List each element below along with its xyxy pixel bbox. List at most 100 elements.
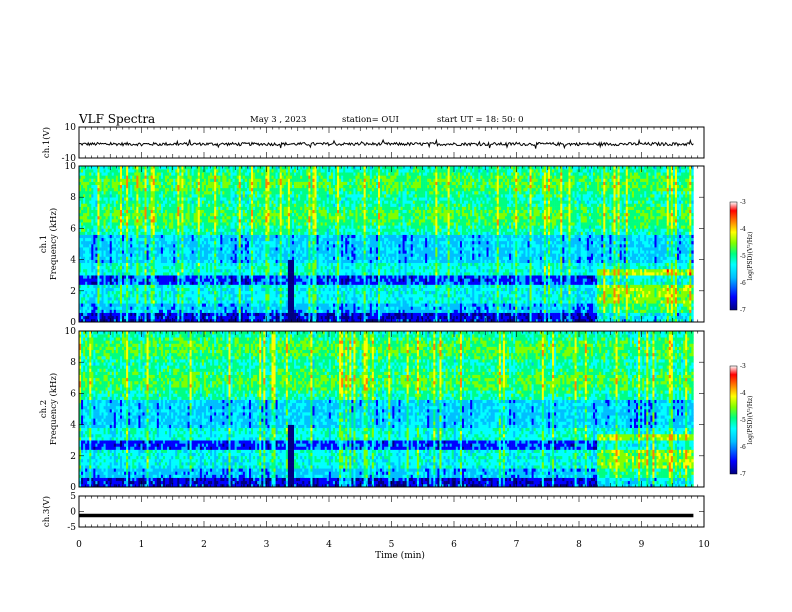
ch1-spectrogram-cell [274, 316, 276, 319]
ch1-spectrogram-cell [190, 297, 192, 300]
ch1-spectrogram-cell [222, 185, 224, 188]
ch1-spectrogram-cell [89, 207, 91, 210]
ch1-spectrogram-cell [112, 216, 114, 219]
ch1-spectrogram-cell [179, 244, 181, 247]
ch1-spectrogram-cell [224, 222, 226, 225]
ch1-spectrogram-cell [226, 241, 228, 244]
ch1-spectrogram-cell [239, 210, 241, 213]
ch1-spectrogram-cell [167, 178, 169, 181]
ch1-spectrogram-cell [229, 194, 231, 197]
ch1-spectrogram-cell [118, 213, 120, 216]
ch1-spectrogram-cell [93, 288, 95, 291]
ch1-spectrogram-cell [269, 253, 271, 256]
ch1-spectrogram-cell [138, 197, 140, 200]
ch1-spectrogram-cell [212, 303, 214, 306]
ch1-spectrogram-cell [97, 253, 99, 256]
ch1-spectrogram-cell [89, 278, 91, 281]
ch1-spectrogram-cell [233, 191, 235, 194]
ch1-spectrogram-cell [190, 256, 192, 259]
ch1-spectrogram-cell [185, 316, 187, 319]
ch1-spectrogram-cell [235, 263, 237, 266]
ch1-spectrogram-cell [106, 241, 108, 244]
ch1-spectrogram-cell [171, 191, 173, 194]
ch1-spectrogram-cell [261, 178, 263, 181]
ch1-spectrogram-cell [149, 313, 151, 316]
ch1-spectrogram-cell [124, 178, 126, 181]
ch1-spectrogram-cell [157, 185, 159, 188]
ch1-spectrogram-cell [108, 300, 110, 303]
ch1-spectrogram-cell [83, 172, 85, 175]
ch1-spectrogram-cell [206, 275, 208, 278]
ch1-spectrogram-cell [245, 310, 247, 313]
ch1-spectrogram-cell [226, 200, 228, 203]
ch1-spectrogram-cell [190, 216, 192, 219]
ch1-spectrogram-cell [233, 256, 235, 259]
ch1-spectrogram-cell [274, 232, 276, 235]
ch1-spectrogram-cell [136, 316, 138, 319]
ch1-spectrogram-cell [241, 275, 243, 278]
ch1-spectrogram-cell [165, 213, 167, 216]
ch1-spectrogram-cell [128, 188, 130, 191]
ch1-spectrogram-cell [192, 185, 194, 188]
ch1-spectrogram-cell [167, 288, 169, 291]
ch1-spectrogram-cell [112, 306, 114, 309]
ch1-spectrogram-cell [204, 203, 206, 206]
ch1-spectrogram-cell [177, 225, 179, 228]
ch1-spectrogram-cell [198, 166, 200, 169]
figure-title: VLF Spectra [78, 112, 155, 126]
ch1-spectrogram-cell [192, 197, 194, 200]
ch1-spectrogram-cell [163, 294, 165, 297]
ch1-spectrogram-cell [190, 207, 192, 210]
ch1-spectrogram-cell [208, 203, 210, 206]
ch1-spectrogram-cell [179, 191, 181, 194]
ch1-spectrogram-cell [159, 235, 161, 238]
ch1-spectrogram-cell [243, 197, 245, 200]
ch1-spectrogram-cell [253, 288, 255, 291]
ch1-spectrogram-cell [272, 235, 274, 238]
ch1-spectrogram-cell [185, 194, 187, 197]
ch1-spectrogram-cell [159, 256, 161, 259]
ch1-spectrogram-cell [153, 253, 155, 256]
ch1-spectrogram-cell [110, 238, 112, 241]
ch1-spectrogram-cell [181, 316, 183, 319]
ch1-spectrogram-cell [104, 297, 106, 300]
ch1-spectrogram-cell [128, 275, 130, 278]
ch1-spectrogram-cell [171, 175, 173, 178]
ch1-spectrogram-cell [128, 303, 130, 306]
ch1-spectrogram-cell [222, 250, 224, 253]
ch1-spectrogram-cell [95, 297, 97, 300]
ch1-spectrogram-cell [272, 310, 274, 313]
ch1-spectrogram-cell [153, 188, 155, 191]
ch1-spectrogram-cell [112, 281, 114, 284]
ch1-spectrogram-cell [128, 297, 130, 300]
ch1-spectrogram-cell [167, 166, 169, 169]
ch1-spectrogram-cell [83, 235, 85, 238]
ch1-spectrogram-cell [200, 232, 202, 235]
ch1-spectrogram-cell [159, 247, 161, 250]
ch1-spectrogram-cell [269, 291, 271, 294]
ch1-spectrogram-cell [204, 197, 206, 200]
ch1-spectrogram-cell [145, 238, 147, 241]
ch1-spectrogram-cell [210, 241, 212, 244]
ch1-spectrogram-cell [173, 306, 175, 309]
ch1-spectrogram-cell [226, 238, 228, 241]
ch1-spectrogram-cell [140, 275, 142, 278]
ch1-spectrogram-cell [167, 169, 169, 172]
ch1-spectrogram-cell [155, 194, 157, 197]
ch1-spectrogram-cell [204, 310, 206, 313]
ch1-spectrogram-cell [231, 247, 233, 250]
ch1-spectrogram-cell [206, 266, 208, 269]
ch1-spectrogram-cell [226, 247, 228, 250]
ch1-spectrogram-cell [134, 207, 136, 210]
ch1-spectrogram-cell [251, 291, 253, 294]
ch1-spectrogram-cell [112, 203, 114, 206]
ch1-spectrogram-cell [222, 216, 224, 219]
ch1-spectrogram-cell [147, 188, 149, 191]
ch1-spectrogram-cell [155, 303, 157, 306]
ch1-spectrogram-cell [169, 247, 171, 250]
ch1-spectrogram-cell [183, 260, 185, 263]
ch1-spectrogram-cell [83, 210, 85, 213]
ch1-spectrogram-cell [124, 200, 126, 203]
ch1-spectrogram-cell [237, 185, 239, 188]
ch1-spectrogram-cell [85, 313, 87, 316]
